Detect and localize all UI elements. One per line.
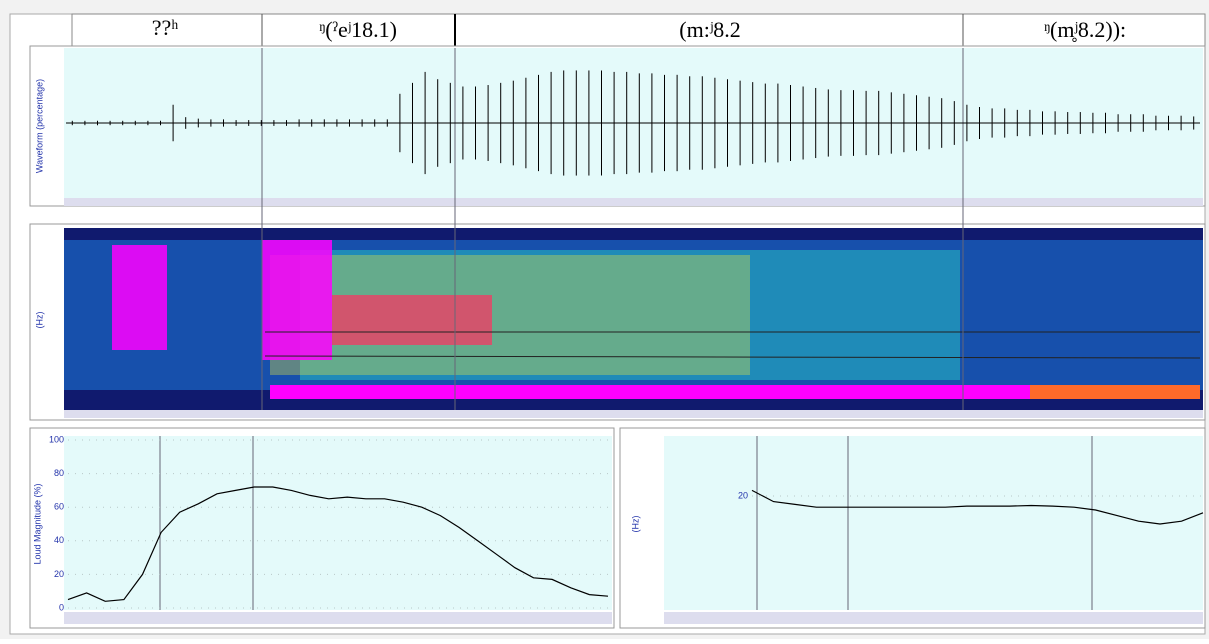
spectrogram-energy	[64, 240, 1203, 399]
segment-label: ??ʰ	[152, 15, 179, 40]
segment-dividers	[261, 14, 964, 46]
plot-area	[64, 436, 612, 610]
energy	[112, 245, 167, 350]
formant	[264, 355, 1201, 359]
segment-label: ᵑ(ˀeʲ18.1)	[319, 17, 397, 42]
segment-cursors	[159, 48, 1093, 610]
plot-area	[664, 436, 1203, 610]
segment-label: (m:ʲ8.2	[679, 17, 740, 42]
curve	[67, 486, 609, 602]
y-axis-label: Waveform (percentage)	[34, 79, 44, 173]
y-tick-label: 100	[49, 434, 64, 444]
curve	[751, 489, 1204, 525]
y-tick-label: 0	[59, 602, 64, 612]
energy	[64, 240, 1203, 390]
energy	[270, 385, 1030, 399]
y-tick-label: 60	[54, 502, 64, 512]
segment-bar	[71, 13, 1206, 47]
y-axis-label: (Hz)	[630, 516, 640, 533]
y-axis-label: (Hz)	[34, 312, 44, 329]
time-axis	[664, 612, 1203, 624]
energy	[332, 295, 492, 345]
time-axis	[64, 612, 612, 624]
y-tick-label: 20	[738, 490, 748, 500]
time-axis	[64, 410, 1203, 418]
energy	[1030, 385, 1200, 399]
segment-label: ᵑ(m̥ʲ8.2)):	[1044, 17, 1126, 42]
y-tick-label: 40	[54, 535, 64, 545]
y-axis-label: Loud Magnitude (%)	[32, 483, 42, 564]
energy	[262, 240, 332, 360]
y-tick-label: 80	[54, 468, 64, 478]
y-tick-label: 20	[54, 569, 64, 579]
time-axis	[64, 198, 1203, 206]
